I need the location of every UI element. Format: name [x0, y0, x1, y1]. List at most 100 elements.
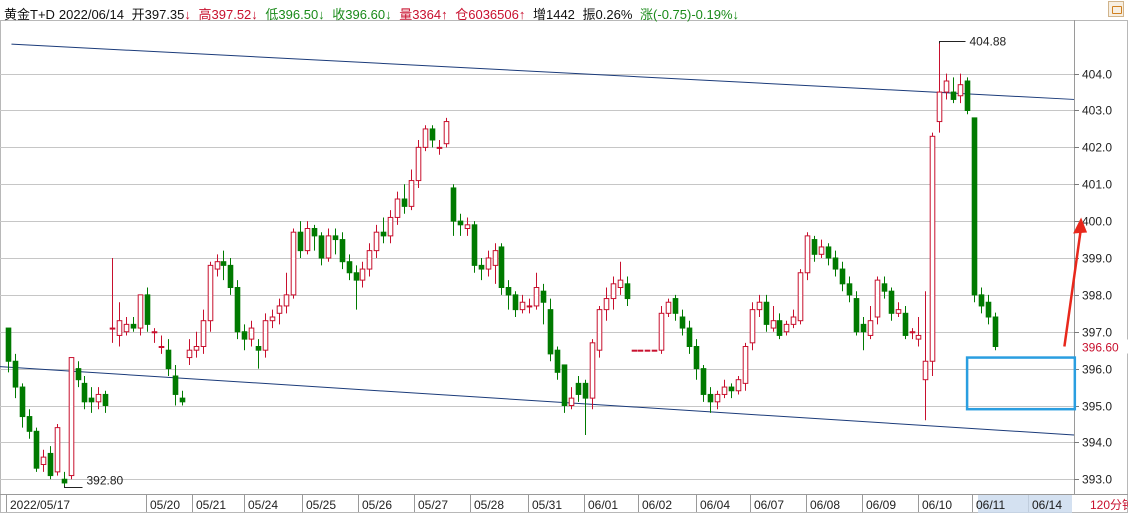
x-tick-label: 05/27	[418, 498, 448, 512]
candle	[116, 302, 123, 347]
max-label-leader	[939, 41, 966, 44]
y-tick-label: 394.0	[1082, 436, 1112, 450]
symbol-name: 黄金T+D	[4, 7, 55, 22]
candle-body-down	[776, 320, 783, 336]
candle	[179, 390, 186, 406]
candle	[554, 346, 561, 380]
candle	[186, 339, 193, 365]
y-tick-label: 399.0	[1082, 252, 1112, 266]
candle-body-up	[721, 386, 728, 395]
candle-body-up	[665, 301, 672, 314]
candle-body-down	[130, 323, 137, 329]
candle-body-down	[144, 294, 151, 325]
candle-body-down	[881, 283, 888, 292]
candle	[498, 243, 505, 295]
candle-body-up	[797, 272, 804, 322]
x-tick-label: 06/08	[810, 498, 840, 512]
open-interest: 仓6036506↑	[455, 7, 526, 22]
candle	[929, 132, 936, 376]
candle-body-down	[860, 323, 867, 333]
candle-body-down	[540, 290, 547, 303]
candle-body-down	[902, 312, 909, 336]
candle-body-down	[547, 309, 554, 355]
candle	[707, 387, 714, 413]
candle-body-up	[568, 397, 575, 406]
y-tick-label: 398.0	[1082, 289, 1112, 303]
candle-body-down	[978, 294, 985, 307]
candle	[561, 364, 568, 413]
candle-body-up	[610, 283, 617, 300]
candle	[776, 313, 783, 340]
candle-body-down	[846, 283, 853, 296]
candle-body-up	[943, 80, 950, 93]
candle	[783, 320, 790, 336]
candle	[81, 376, 88, 410]
candle	[686, 320, 693, 354]
candle-body-down	[102, 393, 109, 406]
candle-body-down	[234, 287, 241, 333]
candle	[825, 243, 832, 266]
candle-body-down	[297, 231, 304, 252]
candle	[276, 298, 283, 325]
candle-body-down	[992, 316, 999, 347]
candle	[610, 276, 617, 310]
trend-arrow-head	[1073, 217, 1088, 234]
candle-body-up	[283, 294, 290, 307]
candle-body-down	[971, 117, 978, 296]
candle-body-down	[512, 294, 519, 311]
candle	[631, 349, 638, 352]
candle	[846, 276, 853, 303]
candle	[26, 409, 33, 439]
candle	[200, 309, 207, 354]
candle-body-up	[387, 216, 394, 237]
candle-body-up	[200, 320, 207, 347]
x-tick-label: 05/31	[532, 498, 562, 512]
candle	[902, 305, 909, 340]
candle-body-up	[631, 349, 638, 352]
candle-body-down	[700, 368, 707, 395]
candle-body-down	[575, 382, 582, 395]
candle-body-up	[95, 393, 102, 403]
candle	[922, 291, 929, 421]
candle-body-down	[964, 80, 971, 111]
candle-body-up	[603, 298, 610, 311]
candle	[895, 302, 902, 317]
candle	[992, 312, 999, 351]
candle	[971, 117, 978, 303]
candle-body-up	[373, 231, 380, 252]
candle-body-up	[936, 91, 943, 123]
candle	[839, 261, 846, 292]
candle	[770, 305, 777, 332]
candle-body-up	[123, 323, 130, 333]
candle-body-down	[478, 264, 485, 270]
close-price: 收396.60↓	[332, 7, 392, 22]
candle	[756, 294, 763, 317]
chart-settings-button[interactable]	[1108, 1, 1124, 17]
candle-body-up	[526, 305, 533, 308]
candle-body-down	[12, 360, 19, 388]
candle	[262, 313, 269, 358]
candle	[547, 298, 554, 362]
candle-body-up	[422, 128, 429, 148]
last-price-label: 396.60	[1082, 341, 1119, 355]
min-price-label: 392.80	[87, 474, 124, 488]
candle	[964, 77, 971, 115]
x-tick-label-selected: 06/14	[1032, 498, 1062, 512]
candle-body-up	[742, 346, 749, 384]
candle	[909, 328, 916, 340]
candle-body-down	[311, 228, 318, 237]
candle	[860, 317, 867, 351]
candle	[693, 339, 700, 380]
candle	[95, 387, 102, 410]
candle	[790, 309, 797, 329]
candle-body-up	[248, 327, 255, 340]
candle	[721, 379, 728, 399]
candle-body-down	[811, 239, 818, 255]
candle	[471, 221, 478, 273]
x-tick-label: 2022/05/17	[10, 498, 70, 512]
x-tick-label: 05/28	[474, 498, 504, 512]
volume: 量3364↑	[399, 7, 448, 22]
candle-body-up	[276, 305, 283, 314]
candle	[881, 276, 888, 299]
timeframe-label: 120分钟	[1090, 497, 1128, 512]
